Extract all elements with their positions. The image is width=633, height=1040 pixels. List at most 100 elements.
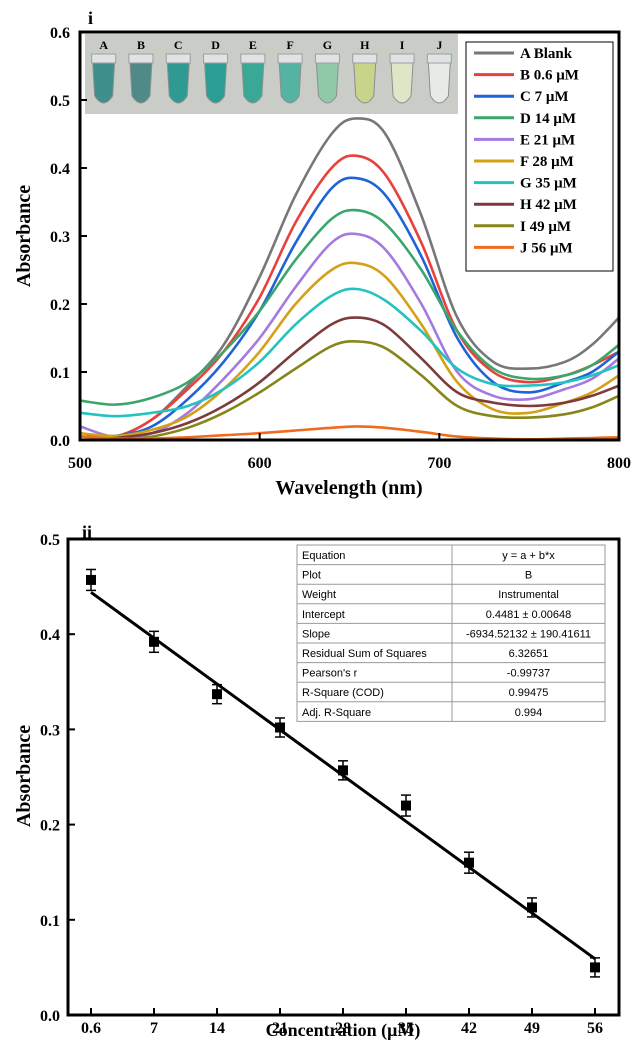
- vial-label: J: [436, 38, 442, 52]
- x-tick-label: 21: [272, 1020, 288, 1037]
- y-tick-label: 0.1: [50, 365, 70, 382]
- x-tick-label: 600: [248, 455, 272, 472]
- panel-i-y-ticks: 0.0 0.1 0.2 0.3 0.4 0.5 0.6: [50, 25, 87, 450]
- point-marker: [212, 689, 222, 700]
- panel-i-x-axis-label: Wavelength (nm): [275, 477, 422, 499]
- y-tick-0.1: 0.1: [50, 365, 87, 382]
- panel-ii-x-axis-label: Concentration (μM): [266, 1020, 421, 1040]
- vial-tube: [278, 61, 302, 104]
- panel-ii-y-ticks: 0.0 0.1 0.2 0.3 0.4 0.5: [40, 532, 75, 1025]
- point-marker: [149, 636, 159, 647]
- vial-tube: [390, 61, 414, 104]
- x-tick-600: 600: [248, 433, 272, 472]
- y-tick-label: 0.6: [50, 25, 70, 42]
- table-cell-name: Intercept: [302, 609, 345, 621]
- series-line-6: [79, 261, 620, 438]
- y-tick-0.4: 0.4: [40, 627, 75, 644]
- fit-parameters-table: Equation y = a + b*x Plot B Weight Instrument…: [296, 544, 606, 722]
- legend-item-5: E 21 μM: [474, 132, 575, 148]
- data-point-4: [275, 717, 285, 738]
- table-row: R-Square (COD) 0.99475: [297, 681, 605, 699]
- y-tick-label: 0.4: [40, 627, 60, 644]
- data-point-6: [401, 794, 411, 817]
- legend-item-1: A Blank: [474, 46, 573, 62]
- x-tick-0.6: 0.6: [81, 1008, 101, 1037]
- y-tick-label: 0.1: [40, 913, 60, 930]
- vial-label: G: [323, 38, 332, 52]
- table-cell-name: Pearson's r: [302, 668, 358, 680]
- panel-ii-y-axis-label: Absorbance: [13, 725, 35, 827]
- vial-label: H: [360, 38, 370, 52]
- table-cell-name: Plot: [302, 570, 321, 582]
- x-tick-label: 800: [607, 455, 631, 472]
- point-marker: [86, 574, 96, 585]
- data-point-9: [590, 957, 600, 978]
- x-tick-56: 56: [587, 1008, 603, 1037]
- vial-cap: [426, 53, 452, 64]
- data-point-3: [212, 683, 222, 705]
- x-tick-label: 500: [68, 455, 92, 472]
- panel-ii-label: ii: [82, 522, 92, 542]
- vial-I: I: [389, 38, 415, 104]
- point-marker: [401, 800, 411, 811]
- vial-cap: [91, 53, 117, 64]
- vial-C: C: [165, 38, 191, 104]
- series-line-4: [79, 208, 620, 406]
- y-tick-label: 0.2: [40, 818, 60, 835]
- y-tick-0.3: 0.3: [50, 229, 87, 246]
- vial-tube: [92, 61, 116, 104]
- table-row: Adj. R-Square 0.994: [297, 701, 605, 719]
- data-point-5: [338, 760, 348, 781]
- legend-label: E 21 μM: [520, 132, 575, 148]
- x-tick-label: 42: [461, 1020, 477, 1037]
- table-cell-value: 0.99475: [509, 687, 549, 699]
- panel-i-y-axis-label: Absorbance: [13, 185, 35, 287]
- vial-H: H: [352, 38, 378, 104]
- table-frame: [296, 544, 606, 722]
- series-line-1: [79, 117, 620, 442]
- legend-item-7: G 35 μM: [474, 176, 577, 192]
- table-row: Residual Sum of Squares 6.32651: [297, 642, 605, 660]
- vials: A B C D E F G H I J: [91, 38, 452, 104]
- calibration-points: [86, 568, 600, 978]
- y-tick-0.0: 0.0: [40, 1008, 75, 1025]
- vial-cap: [203, 53, 229, 64]
- y-tick-0.4: 0.4: [50, 161, 87, 178]
- point-marker: [590, 962, 600, 973]
- table-row: Pearson's r -0.99737: [297, 662, 605, 680]
- vial-G: G: [314, 38, 340, 104]
- table-cell-value: Instrumental: [498, 589, 559, 601]
- y-tick-0.2: 0.2: [40, 818, 75, 835]
- series-line-8: [79, 316, 620, 442]
- vial-cap: [314, 53, 340, 64]
- y-tick-label: 0.4: [50, 161, 70, 178]
- data-point-8: [527, 897, 537, 918]
- legend-label: I 49 μM: [520, 219, 571, 235]
- x-tick-800: 800: [607, 433, 631, 472]
- legend-box: [465, 41, 614, 272]
- panel-ii-x-ticks: 0.6 7 14 21 28 35 42 49 56: [81, 1008, 603, 1037]
- table-cell-name: Weight: [302, 589, 336, 601]
- y-tick-0.5: 0.5: [40, 532, 75, 549]
- series-line-9: [79, 340, 620, 442]
- y-tick-0.0: 0.0: [50, 433, 87, 450]
- point-marker: [464, 857, 474, 868]
- vial-label: C: [174, 38, 183, 52]
- vial-label: E: [249, 38, 257, 52]
- legend-label: D 14 μM: [520, 111, 576, 127]
- y-tick-label: 0.5: [40, 532, 60, 549]
- panel-i-label: i: [88, 8, 93, 28]
- y-tick-0.1: 0.1: [40, 913, 75, 930]
- vial-E: E: [240, 38, 266, 104]
- vial-cap: [352, 53, 378, 64]
- table-cell-name: Slope: [302, 628, 330, 640]
- data-point-7: [464, 851, 474, 874]
- vials-photo: A B C D E F G H I J: [85, 34, 458, 114]
- vial-tube: [129, 61, 153, 104]
- x-tick-label: 56: [587, 1020, 603, 1037]
- table-cell-name: R-Square (COD): [302, 687, 384, 699]
- vial-cap: [277, 53, 303, 64]
- x-tick-42: 42: [461, 1008, 477, 1037]
- vial-cap: [165, 53, 191, 64]
